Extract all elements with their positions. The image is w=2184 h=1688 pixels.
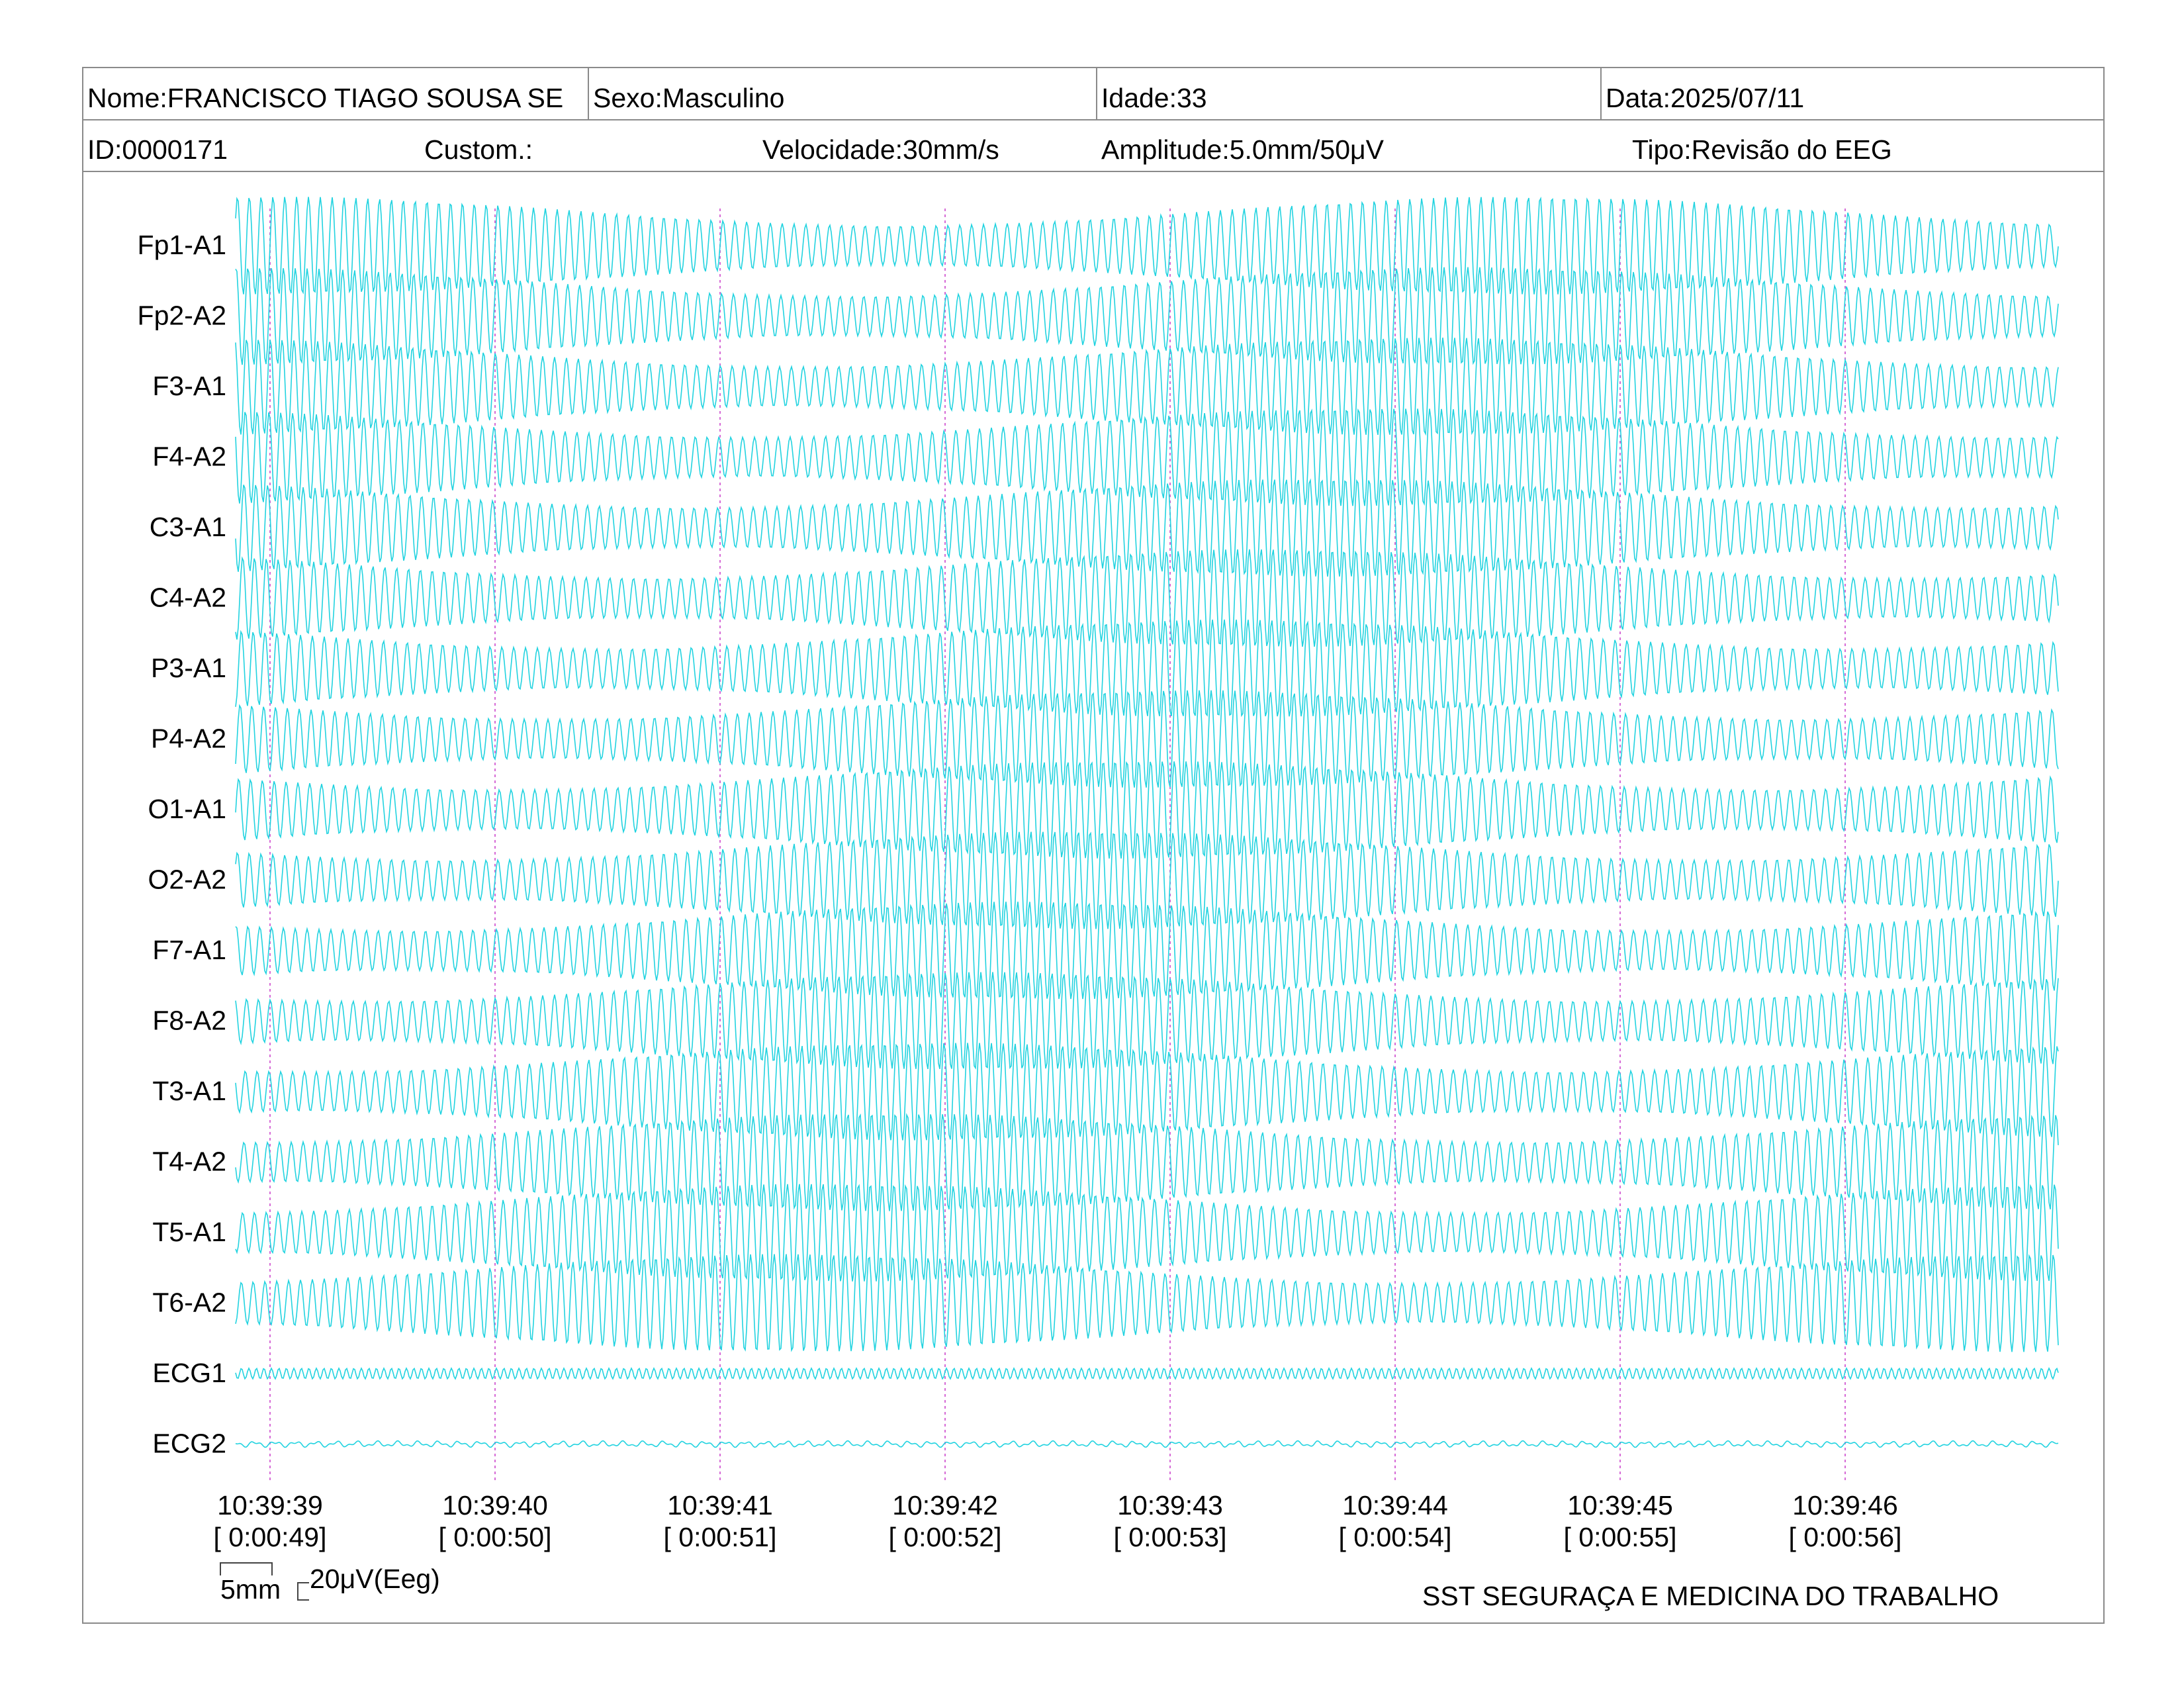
channel-label: P4-A2 (151, 724, 226, 754)
time-tick-label: 10:39:42 (892, 1490, 998, 1521)
scale-uv-label: 20μV(Eeg) (310, 1564, 440, 1594)
trace-f4-a2 (235, 408, 2059, 506)
trace-f7-a1 (235, 902, 2059, 1000)
time-tick-label: 10:39:41 (667, 1490, 773, 1521)
scale-mm-label: 5mm (220, 1574, 281, 1605)
trace-p3-a1 (235, 619, 2059, 718)
elapsed-tick-label: [ 0:00:55] (1564, 1522, 1677, 1552)
trace-fp1-a1 (235, 197, 2059, 295)
custom-field: Custom.: (424, 134, 533, 165)
scale-mm-bracket (220, 1562, 273, 1575)
trace-t6-a2 (235, 1254, 2059, 1352)
trace-o1-a1 (235, 761, 2059, 859)
patient-name: Nome:FRANCISCO TIAGO SOUSA SE (87, 83, 564, 113)
time-tick-label: 10:39:45 (1567, 1490, 1673, 1521)
amplitude-setting: Amplitude:5.0mm/50μV (1101, 134, 1384, 165)
channel-label: C4-A2 (150, 583, 226, 613)
channel-label: C3-A1 (150, 512, 226, 542)
channel-label: Fp1-A1 (138, 230, 226, 260)
channel-label: T6-A2 (152, 1288, 226, 1318)
trace-fp2-a2 (235, 267, 2059, 365)
exam-type: Tipo:Revisão do EEG (1632, 134, 1892, 165)
trace-c3-a1 (235, 478, 2059, 577)
trace-ecg1 (235, 1367, 2059, 1380)
organization-name: SST SEGURAÇA E MEDICINA DO TRABALHO (1422, 1581, 1999, 1611)
trace-t4-a2 (235, 1113, 2059, 1211)
channel-label: P3-A1 (151, 653, 226, 683)
trace-ecg2 (235, 1440, 2059, 1448)
channel-label: O1-A1 (148, 794, 227, 824)
channel-label: F3-A1 (152, 371, 226, 401)
scale-uv-bracket (297, 1582, 309, 1601)
time-tick-label: 10:39:46 (1792, 1490, 1898, 1521)
report-frame (82, 67, 2105, 1624)
elapsed-tick-label: [ 0:00:56] (1789, 1522, 1902, 1552)
header-bottom-divider (82, 171, 2105, 172)
header-row-divider (82, 119, 2105, 120)
trace-c4-a2 (235, 549, 2059, 647)
paper-speed: Velocidade:30mm/s (762, 134, 999, 165)
patient-age: Idade:33 (1101, 83, 1207, 113)
trace-f8-a2 (235, 972, 2059, 1070)
time-tick-label: 10:39:40 (442, 1490, 548, 1521)
elapsed-tick-label: [ 0:00:54] (1339, 1522, 1452, 1552)
header-col-divider-3 (1600, 67, 1602, 120)
header-col-divider-1 (588, 67, 589, 120)
channel-label: F7-A1 (152, 935, 226, 965)
patient-id: ID:0000171 (87, 134, 228, 165)
elapsed-tick-label: [ 0:00:49] (214, 1522, 327, 1552)
elapsed-tick-label: [ 0:00:52] (889, 1522, 1002, 1552)
elapsed-tick-label: [ 0:00:53] (1114, 1522, 1227, 1552)
channel-label: T3-A1 (152, 1076, 226, 1106)
time-tick-label: 10:39:43 (1117, 1490, 1223, 1521)
elapsed-tick-label: [ 0:00:50] (439, 1522, 552, 1552)
trace-p4-a2 (235, 690, 2059, 788)
channel-label: ECG1 (152, 1358, 226, 1388)
channel-label: Fp2-A2 (138, 301, 226, 331)
time-tick-label: 10:39:39 (217, 1490, 323, 1521)
trace-t3-a1 (235, 1043, 2059, 1141)
time-tick-label: 10:39:44 (1342, 1490, 1448, 1521)
channel-label: T5-A1 (152, 1217, 226, 1247)
channel-label: F8-A2 (152, 1006, 226, 1036)
elapsed-tick-label: [ 0:00:51] (664, 1522, 777, 1552)
channel-label: O2-A2 (148, 865, 227, 895)
exam-date: Data:2025/07/11 (1606, 83, 1805, 113)
channel-label: F4-A2 (152, 442, 226, 472)
trace-t5-a1 (235, 1184, 2059, 1282)
channel-label: ECG2 (152, 1429, 226, 1459)
trace-o2-a2 (235, 831, 2059, 929)
header-col-divider-2 (1096, 67, 1097, 120)
channel-label: T4-A2 (152, 1147, 226, 1177)
patient-sex: Sexo:Masculino (593, 83, 785, 113)
trace-f3-a1 (235, 338, 2059, 436)
